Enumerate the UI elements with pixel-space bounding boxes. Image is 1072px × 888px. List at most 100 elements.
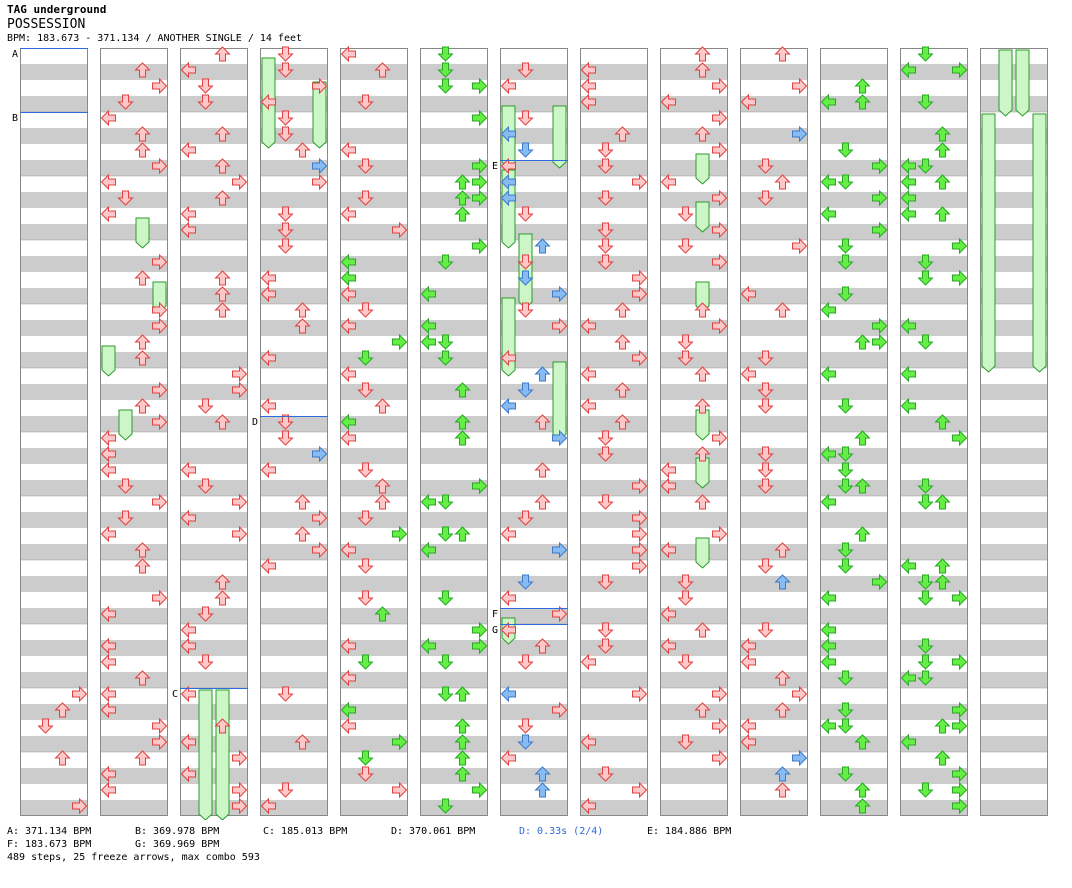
- chart-column: [260, 48, 328, 816]
- beat-band: [820, 128, 888, 144]
- arrow-up-icon: [694, 366, 711, 382]
- arrow-right-icon: [792, 125, 808, 143]
- beat-band: [340, 224, 408, 240]
- arrow-down-icon: [517, 574, 534, 590]
- arrow-up-icon: [694, 126, 711, 142]
- arrow-left-icon: [180, 765, 196, 783]
- chart-column: [500, 48, 568, 816]
- arrow-left-icon: [820, 205, 836, 223]
- arrow-up-icon: [294, 734, 311, 750]
- beat-band: [580, 736, 648, 752]
- beat-band: [260, 736, 328, 752]
- arrow-down-icon: [517, 382, 534, 398]
- arrow-right-icon: [872, 157, 888, 175]
- arrow-right-icon: [632, 685, 648, 703]
- beat-band: [100, 768, 168, 784]
- arrow-right-icon: [872, 333, 888, 351]
- arrow-left-icon: [500, 685, 516, 703]
- freeze-arrow: [312, 81, 327, 149]
- arrow-down-icon: [197, 78, 214, 94]
- arrow-up-icon: [854, 430, 871, 446]
- arrow-down-icon: [517, 62, 534, 78]
- arrow-left-icon: [180, 221, 196, 239]
- arrow-right-icon: [632, 269, 648, 287]
- arrow-up-icon: [854, 526, 871, 542]
- beat-band: [340, 128, 408, 144]
- arrow-left-icon: [340, 365, 356, 383]
- arrow-up-icon: [454, 686, 471, 702]
- beat-band: [820, 256, 888, 272]
- beat-band: [580, 512, 648, 528]
- arrow-up-icon: [214, 302, 231, 318]
- arrow-up-icon: [214, 414, 231, 430]
- beat-band: [260, 768, 328, 784]
- arrow-left-icon: [820, 637, 836, 655]
- arrow-up-icon: [614, 334, 631, 350]
- beat-band: [820, 672, 888, 688]
- beat-band: [260, 416, 328, 432]
- beat-band: [980, 768, 1048, 784]
- arrow-up-icon: [134, 334, 151, 350]
- arrow-left-icon: [100, 685, 116, 703]
- arrow-down-icon: [917, 670, 934, 686]
- beat-band: [980, 64, 1048, 80]
- arrow-left-icon: [580, 733, 596, 751]
- arrow-right-icon: [792, 685, 808, 703]
- beat-band: [900, 480, 968, 496]
- beat-band: [660, 160, 728, 176]
- arrow-down-icon: [517, 142, 534, 158]
- arrow-right-icon: [712, 317, 728, 335]
- arrow-right-icon: [952, 429, 968, 447]
- beat-band: [500, 736, 568, 752]
- arrow-right-icon: [952, 701, 968, 719]
- arrow-up-icon: [614, 302, 631, 318]
- beat-band: [980, 704, 1048, 720]
- arrow-left-icon: [900, 317, 916, 335]
- arrow-up-icon: [374, 62, 391, 78]
- beat-band: [20, 384, 88, 400]
- beat-band: [900, 416, 968, 432]
- arrow-left-icon: [580, 93, 596, 111]
- arrow-right-icon: [712, 685, 728, 703]
- beat-band: [340, 512, 408, 528]
- arrow-right-icon: [232, 749, 248, 767]
- arrow-right-icon: [952, 797, 968, 815]
- beat-band: [20, 608, 88, 624]
- beat-band: [180, 448, 248, 464]
- beat-band: [980, 96, 1048, 112]
- arrow-down-icon: [837, 542, 854, 558]
- beat-band: [420, 352, 488, 368]
- arrow-left-icon: [740, 733, 756, 751]
- beat-band: [660, 768, 728, 784]
- beat-band: [820, 224, 888, 240]
- arrow-up-icon: [134, 270, 151, 286]
- beat-band: [580, 480, 648, 496]
- arrow-down-icon: [837, 174, 854, 190]
- arrow-down-icon: [917, 654, 934, 670]
- beat-band: [340, 704, 408, 720]
- beat-band: [260, 704, 328, 720]
- beat-band: [660, 192, 728, 208]
- beat-band: [180, 512, 248, 528]
- beat-band: [20, 256, 88, 272]
- beat-band: [420, 768, 488, 784]
- beat-band: [660, 800, 728, 816]
- beat-band: [660, 512, 728, 528]
- beat-band: [900, 800, 968, 816]
- beat-band: [340, 768, 408, 784]
- arrow-up-icon: [854, 478, 871, 494]
- arrow-up-icon: [454, 430, 471, 446]
- beat-band: [260, 608, 328, 624]
- arrow-down-icon: [597, 254, 614, 270]
- arrow-left-icon: [420, 637, 436, 655]
- beat-band: [260, 192, 328, 208]
- arrow-up-icon: [134, 558, 151, 574]
- arrow-up-icon: [534, 414, 551, 430]
- beat-band: [100, 800, 168, 816]
- beat-band: [980, 736, 1048, 752]
- arrow-right-icon: [472, 157, 488, 175]
- arrow-right-icon: [152, 717, 168, 735]
- beat-band: [980, 640, 1048, 656]
- beat-band: [20, 672, 88, 688]
- beat-band: [580, 256, 648, 272]
